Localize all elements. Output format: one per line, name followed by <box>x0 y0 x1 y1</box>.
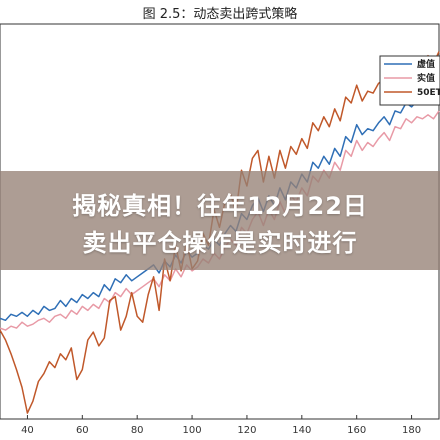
x-tick-label: 40 <box>21 425 34 436</box>
banner-headline-line-2: 卖出平仓操作是实时进行 <box>82 229 358 257</box>
x-tick-label: 100 <box>183 425 202 436</box>
x-tick-label: 140 <box>292 425 311 436</box>
legend-label-series-3: 50ETF <box>417 88 440 98</box>
x-tick-label: 160 <box>347 425 366 436</box>
x-tick-label: 60 <box>76 425 89 436</box>
overlay-banner: 揭秘真相！往年12月22日 卖出平仓操作是实时进行 <box>0 171 440 270</box>
figure-title: 图 2.5：动态卖出跨式策略 <box>142 7 298 22</box>
legend-label-series-1: 虚值 <box>417 58 435 70</box>
legend-label-series-2: 实值 <box>417 72 435 84</box>
x-axis: 40 60 80 100 120 140 160 180 <box>21 415 421 436</box>
legend: 虚值 实值 50ETF <box>379 55 440 106</box>
x-tick-label: 80 <box>131 425 144 436</box>
x-tick-label: 120 <box>237 425 256 436</box>
x-tick-label: 180 <box>402 425 421 436</box>
banner-headline-line-1: 揭秘真相！往年12月22日 <box>72 192 368 220</box>
